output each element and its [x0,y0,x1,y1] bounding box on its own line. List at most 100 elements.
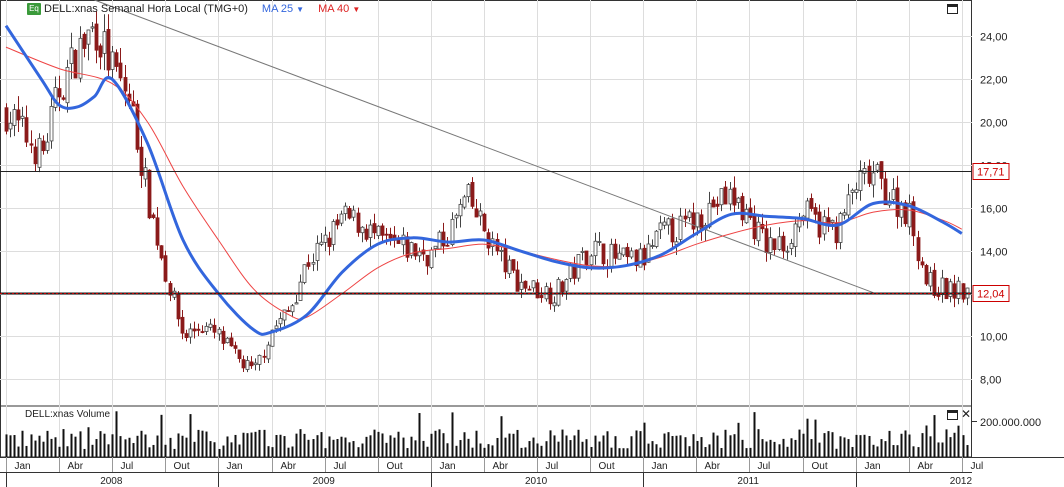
volume-bar [205,431,208,457]
volume-bar [888,430,891,457]
volume-bar [234,434,237,457]
volume-bar [610,447,613,457]
volume-bar [365,436,368,457]
candle [212,324,217,333]
candle [278,318,283,325]
volume-bar [422,440,425,457]
volume-bar [21,430,24,457]
volume-bar [957,425,960,457]
volume-bar [332,439,335,457]
candle [961,283,966,300]
candle [723,186,728,205]
candle [208,323,213,328]
maximize-volume-icon[interactable] [947,410,958,420]
candle [192,328,197,332]
volume-bar [455,445,458,457]
ma40-legend[interactable]: MA 40 ▼ [318,3,360,15]
candle [687,211,692,218]
candle [948,281,953,297]
candle [670,218,675,243]
maximize-icon[interactable] [947,4,958,14]
volume-bar [242,432,245,457]
volume-bar [937,442,940,457]
volume-bar [487,444,490,457]
candle [928,272,933,287]
candle [846,194,851,216]
volume-bar [606,431,609,457]
y-tick-label: 8,00 [980,375,1001,387]
y-tick-label: 14,00 [980,247,1008,259]
candle [458,203,463,217]
candle [249,361,254,367]
volume-bar [111,434,114,457]
volume-bar [532,437,535,457]
volume-bar [324,448,327,457]
volume-bar [119,436,122,457]
volume-bar [406,448,409,457]
volume-bar [74,436,77,457]
candle [311,262,316,265]
volume-bar [700,437,703,457]
candle [932,269,937,296]
volume-bar [667,432,670,457]
candle [110,51,115,70]
volume-bar [13,435,16,457]
volume-bar [79,431,82,457]
candle [78,37,83,79]
volume-bar [132,443,135,457]
chevron-down-icon: ▼ [296,5,305,14]
candle [163,255,168,282]
volume-bar [83,448,86,457]
volume-bar [798,429,801,457]
volume-bar [614,436,617,457]
x-tick-label: Out [387,461,403,472]
candle [90,26,95,29]
volume-bar [639,431,642,457]
volume-bar [806,418,809,457]
x-tick-label: Jul [546,461,559,472]
volume-bar [545,441,548,457]
volume-bar [479,443,482,457]
volume-bar [933,415,936,457]
candle [37,137,42,168]
volume-bar [679,435,682,457]
candle [719,188,724,206]
candle [123,77,128,92]
candle [535,282,540,299]
candle [401,234,406,246]
candle [143,167,148,180]
volume-bar [496,437,499,457]
close-icon[interactable]: ✕ [961,407,972,421]
volume-bar [712,432,715,457]
candle [842,212,847,216]
candle [813,207,818,215]
candle [650,245,655,247]
candle [253,362,258,366]
candle [94,23,99,51]
candle [613,243,618,259]
volume-bar [201,430,204,457]
candle [482,213,487,232]
candle [147,169,152,219]
ma25-legend[interactable]: MA 25 ▼ [262,3,304,15]
candle [764,228,769,253]
candle [924,265,929,285]
volume-bar [34,440,37,457]
candle [539,295,544,299]
volume-bar [622,448,625,457]
candle [159,245,164,259]
volume-bar [737,422,740,457]
volume-bar [765,441,768,457]
y-tick-label: 16,00 [980,204,1008,216]
candle [772,238,777,251]
candle [601,243,606,265]
volume-bar [872,444,875,457]
volume-bar [769,439,772,457]
candle [376,225,381,237]
candle [61,97,66,100]
volume-bar [418,413,421,457]
trendline [94,0,874,294]
x-tick-label: Out [812,461,828,472]
volume-bar [62,429,65,457]
candle [282,309,287,321]
